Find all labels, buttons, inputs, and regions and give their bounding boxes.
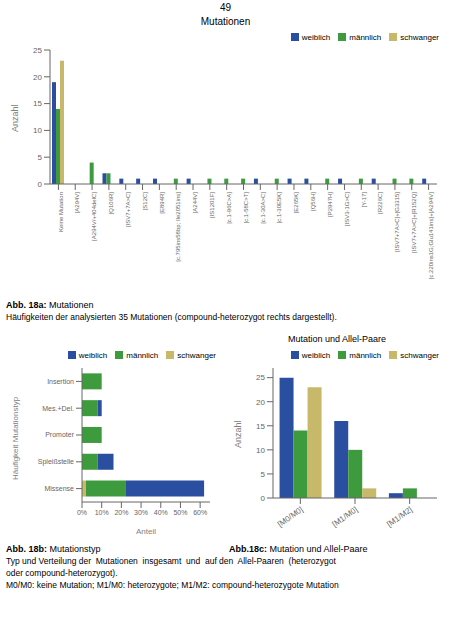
svg-text:15: 15 <box>33 99 42 108</box>
svg-text:[M0/M0]: [M0/M0] <box>276 505 305 529</box>
svg-text:Spleißstelle: Spleißstelle <box>38 458 74 466</box>
svg-text:[c.220ins1G;Glu141ins]+[A294V]: [c.220ins1G;Glu141ins]+[A294V] <box>428 192 434 280</box>
svg-text:[R226C]: [R226C] <box>377 192 383 214</box>
svg-text:Mes.+Del.: Mes.+Del. <box>42 405 74 412</box>
svg-text:Keine Mutation: Keine Mutation <box>58 192 64 232</box>
html-text:Abb. 18a: Mutationen: Abb. 18a: Mutationen <box>6 300 94 310</box>
svg-text:20%: 20% <box>114 509 128 516</box>
svg-text:[ISV7+7A>C]+[G3315]: [ISV7+7A>C]+[G3315] <box>394 192 400 252</box>
svg-text:Anzahl: Anzahl <box>10 104 20 132</box>
html-text:männlich: männlich <box>126 350 159 360</box>
html-text:oder compound-heterozygot).: oder compound-heterozygot). <box>6 568 118 578</box>
svg-text:40%: 40% <box>154 509 168 516</box>
svg-text:10: 10 <box>33 126 42 135</box>
svg-text:20: 20 <box>256 398 265 407</box>
svg-text:[Y-17]: [Y-17] <box>361 192 367 208</box>
svg-text:15: 15 <box>256 422 265 431</box>
svg-text:0%: 0% <box>77 509 87 516</box>
html-text:männlich: männlich <box>349 350 382 360</box>
svg-text:25: 25 <box>256 373 265 382</box>
svg-text:[Q56H]: [Q56H] <box>310 192 316 211</box>
svg-text:[M1/M2]: [M1/M2] <box>385 505 414 529</box>
svg-text:Anteil: Anteil <box>136 527 156 536</box>
svg-text:5: 5 <box>261 470 266 479</box>
html-text:weiblich: weiblich <box>301 350 331 360</box>
svg-text:[IS1201F]: [IS1201F] <box>209 192 215 218</box>
svg-text:[ISV7+7A>C]+[R152Q]: [ISV7+7A>C]+[R152Q] <box>411 192 417 253</box>
svg-text:[ISV3-1G>C]: [ISV3-1G>C] <box>344 192 350 227</box>
svg-text:10%: 10% <box>95 509 109 516</box>
html-text:schwanger: schwanger <box>400 32 439 42</box>
svg-text:60%: 60% <box>193 509 207 516</box>
html-text:M0/M0: keine Mutation; M1/M0:: M0/M0: keine Mutation; M1/M0: heterozygo… <box>6 580 339 590</box>
svg-text:[E894R]: [E894R] <box>159 192 165 214</box>
svg-text:[P2947H]: [P2947H] <box>327 192 333 217</box>
svg-text:20: 20 <box>33 73 42 82</box>
svg-text:[M1/M0]: [M1/M0] <box>331 505 360 529</box>
svg-text:Häufigkeit Mutationstyp: Häufigkeit Mutationstyp <box>11 396 20 480</box>
svg-text:[Q106R]: [Q106R] <box>108 192 114 215</box>
html-text:männlich: männlich <box>349 32 382 42</box>
html-text:schwanger: schwanger <box>400 350 439 360</box>
svg-text:[A294V/+404delC]: [A294V/+404delC] <box>91 192 97 241</box>
svg-text:[c.795ins58bp; Ile2051ins]: [c.795ins58bp; Ile2051ins] <box>175 192 181 262</box>
svg-text:Anzahl: Anzahl <box>233 420 243 448</box>
svg-text:Insertion: Insertion <box>47 378 74 385</box>
html-text:49: 49 <box>219 2 232 13</box>
svg-text:[c.1-58C>T]: [c.1-58C>T] <box>243 192 249 224</box>
svg-text:[A244V]: [A244V] <box>192 192 198 214</box>
html-text:Abb.18c: Mutation und Allel-Pa: Abb.18c: Mutation und Allel-Paare <box>229 544 368 554</box>
svg-text:[E265K]: [E265K] <box>293 192 299 214</box>
html-text:Abb. 18b: Mutationstyp: Abb. 18b: Mutationstyp <box>6 544 101 554</box>
svg-text:0: 0 <box>261 494 266 503</box>
html-text:Häufigkeiten der analysierten: Häufigkeiten der analysierten 35 Mutatio… <box>6 312 337 322</box>
svg-text:[S12C]: [S12C] <box>142 192 148 211</box>
svg-text:30%: 30% <box>134 509 148 516</box>
html-text:Mutation und Allel-Paare: Mutation und Allel-Paare <box>288 334 386 344</box>
svg-text:50%: 50% <box>173 509 187 516</box>
svg-text:[c.1-96C>A]: [c.1-96C>A] <box>226 192 232 224</box>
svg-text:Promoter: Promoter <box>45 431 74 438</box>
svg-text:10: 10 <box>256 446 265 455</box>
svg-text:0: 0 <box>38 180 43 189</box>
svg-text:5: 5 <box>38 153 43 162</box>
svg-text:25: 25 <box>33 46 42 55</box>
html-text:weiblich: weiblich <box>301 32 331 42</box>
svg-text:[c.1-30E5K]: [c.1-30E5K] <box>276 192 282 224</box>
svg-text:[A294V]: [A294V] <box>74 192 80 214</box>
html-text:schwanger: schwanger <box>177 350 216 360</box>
html-text:weiblich: weiblich <box>78 350 108 360</box>
html-text:Typ und Verteilung der Mutatio: Typ und Verteilung der Mutationen insges… <box>6 556 336 566</box>
svg-text:[ISV7+7A>C]: [ISV7+7A>C] <box>125 192 131 227</box>
svg-text:Missense: Missense <box>44 485 74 492</box>
svg-text:[c.1-30A>C]: [c.1-30A>C] <box>260 192 266 224</box>
html-text:Mutationen: Mutationen <box>200 16 251 27</box>
